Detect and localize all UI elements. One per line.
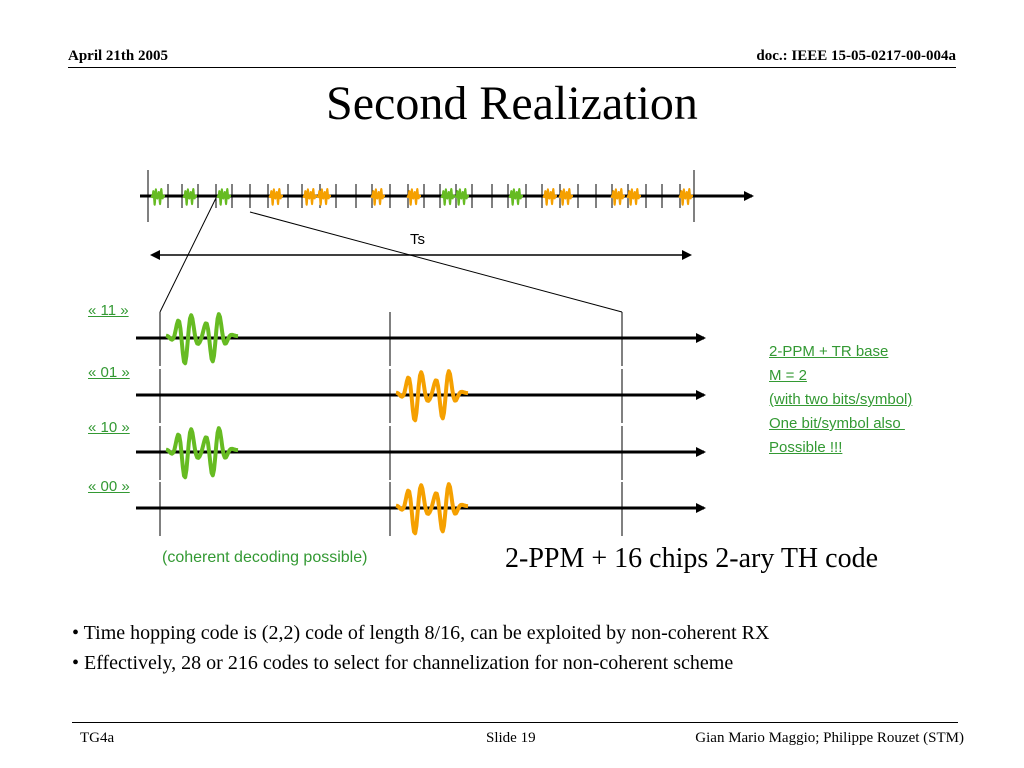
timeline-pulse — [406, 188, 422, 206]
symbol-pulse — [165, 312, 239, 366]
header-rule — [68, 67, 956, 68]
timeline-pulse — [542, 188, 558, 206]
footer-authors: Gian Mario Maggio; Philippe Rouzet (STM) — [695, 730, 964, 746]
bullet-item: • Time hopping code is (2,2) code of len… — [72, 622, 770, 644]
top-timeline-ticks — [147, 170, 695, 222]
timeline-pulse — [316, 188, 332, 206]
top-timeline-pulses — [150, 188, 694, 206]
ppm-diagram — [136, 170, 754, 536]
timeline-pulse — [440, 188, 456, 206]
side-notes: 2-PPM + TR base M = 2 (with two bits/sym… — [769, 340, 912, 460]
timeline-pulse — [678, 188, 694, 206]
timeline-pulse — [508, 188, 524, 206]
header-date: April 21th 2005 — [68, 48, 169, 64]
side-note-line: One bit/symbol also — [769, 415, 905, 432]
symbol-label-10: « 10 » — [88, 419, 130, 436]
timeline-pulse — [626, 188, 642, 206]
side-note-line: 2-PPM + TR base — [769, 343, 889, 360]
side-note-line: (with two bits/symbol) — [769, 391, 913, 408]
footer-left: TG4a — [80, 730, 115, 746]
timeline-pulse — [370, 188, 386, 206]
timeline-pulse — [302, 188, 318, 206]
header-doc-id: doc.: IEEE 15-05-0217-00-004a — [756, 48, 956, 64]
footer-rule — [72, 722, 958, 723]
symbol-label-11: « 11 » — [88, 302, 129, 319]
timeline-pulse — [610, 188, 626, 206]
side-note-line: M = 2 — [769, 367, 807, 384]
timeline-pulse — [268, 188, 284, 206]
ts-label: Ts — [410, 231, 425, 248]
timeline-pulse — [182, 188, 198, 206]
symbol-pulse — [395, 482, 469, 536]
timeline-pulse — [216, 188, 232, 206]
symbol-label-00: « 00 » — [88, 478, 130, 495]
coherent-decoding-note: (coherent decoding possible) — [162, 549, 368, 566]
footer-slide-number: Slide 19 — [486, 730, 536, 746]
slide-title: Second Realization — [326, 77, 698, 130]
timeline-pulse — [558, 188, 574, 206]
timeline-pulse — [150, 188, 166, 206]
bullet-item: • Effectively, 28 or 216 codes to select… — [72, 652, 734, 674]
scheme-label: 2-PPM + 16 chips 2-ary TH code — [505, 543, 879, 574]
symbol-pulse — [165, 426, 239, 480]
side-note-line: Possible !!! — [769, 439, 843, 456]
top-timeline — [140, 170, 754, 222]
symbol-pulse — [395, 369, 469, 423]
symbol-label-01: « 01 » — [88, 364, 130, 381]
symbol-timelines — [136, 312, 706, 536]
timeline-pulse — [454, 188, 470, 206]
